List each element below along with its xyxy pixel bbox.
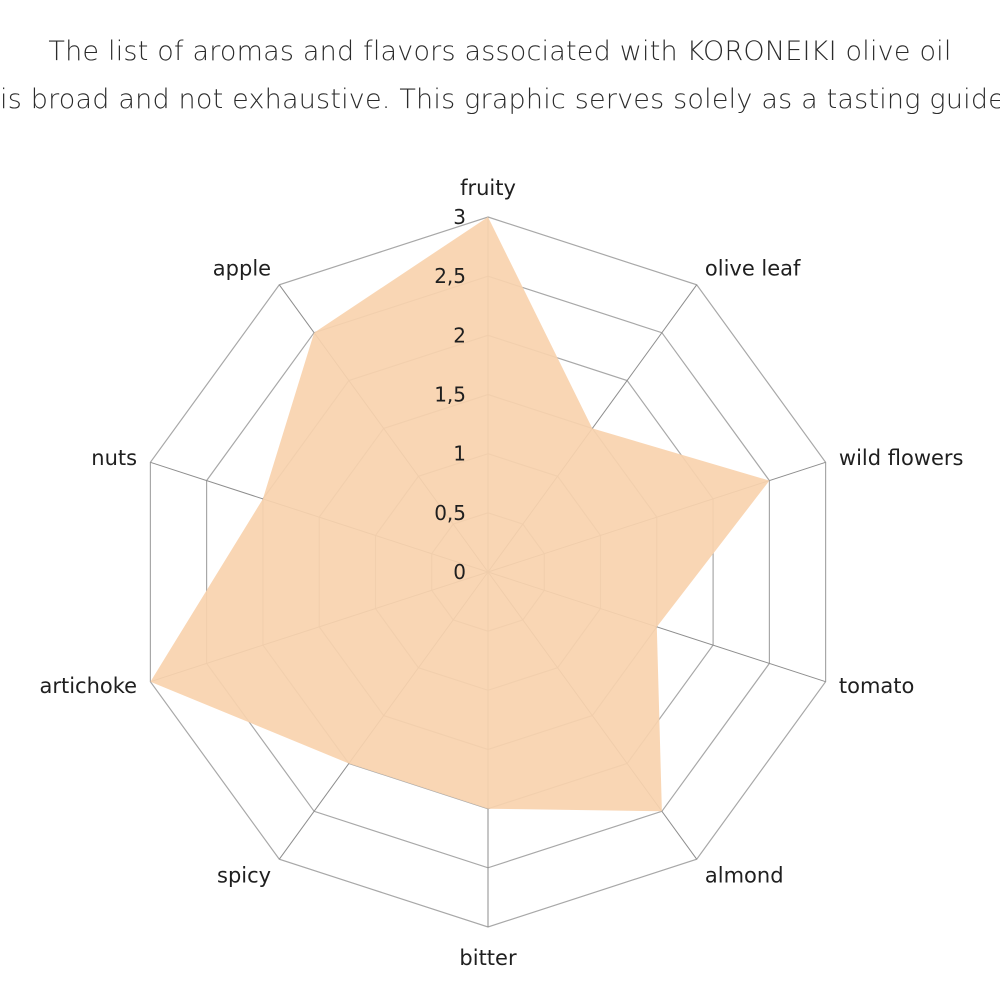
category-label-5: bitter <box>459 946 517 970</box>
radial-tick-labels: 0 0,5 1 1,5 2 2,5 3 <box>434 205 466 584</box>
category-label-1: olive leaf <box>705 257 801 281</box>
series-area-0 <box>150 217 770 812</box>
tick-label-4: 2 <box>453 323 466 347</box>
category-label-4: almond <box>705 864 784 888</box>
category-label-0: fruity <box>460 176 516 200</box>
chart-title-line-2: is broad and not exhaustive. This graphi… <box>0 84 1000 115</box>
tick-label-6: 3 <box>453 205 466 229</box>
category-label-8: nuts <box>91 446 137 470</box>
tick-label-5: 2,5 <box>434 264 466 288</box>
radar-data-area-group <box>150 216 770 812</box>
category-label-2: wild flowers <box>839 446 964 470</box>
tick-label-3: 1,5 <box>434 383 466 407</box>
category-label-7: artichoke <box>39 674 137 698</box>
chart-title-line-1: The list of aromas and flavors associate… <box>48 36 952 67</box>
category-label-3: tomato <box>839 674 915 698</box>
category-label-9: apple <box>213 257 271 281</box>
tick-label-0: 0 <box>453 560 466 584</box>
tick-label-1: 0,5 <box>434 501 466 525</box>
category-labels: fruity olive leaf wild flowers tomato almond… <box>39 176 963 970</box>
category-label-6: spicy <box>217 864 271 888</box>
tick-label-2: 1 <box>453 442 466 466</box>
